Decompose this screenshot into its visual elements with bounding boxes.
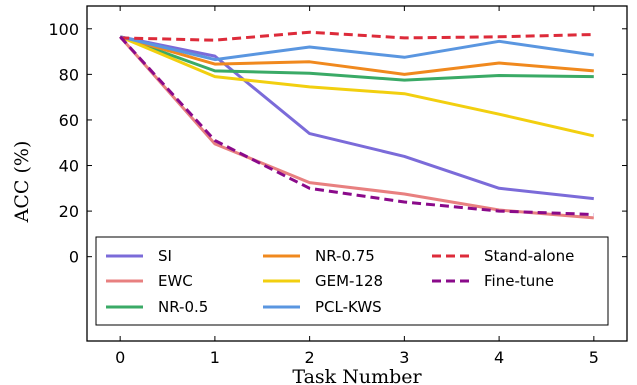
series-line-stand-alone (120, 30, 594, 42)
legend-label: SI (158, 247, 172, 265)
legend-label: NR-0.5 (158, 298, 208, 316)
x-tick-label: 4 (494, 348, 504, 367)
legend: SI EWC NR-0.5 NR-0.75 GEM-128 PCL-KWS Stand-al… (95, 236, 609, 326)
series-line-si (119, 35, 594, 201)
y-tick-label: 0 (69, 248, 79, 267)
legend-label: Stand-alone (484, 247, 574, 265)
x-tick-label: 3 (399, 348, 409, 367)
x-tick-label: 2 (305, 348, 315, 367)
x-tick-label: 1 (210, 348, 220, 367)
series-line-nr-0-75 (119, 35, 594, 76)
plot-frame (86, 5, 628, 342)
legend-box (95, 236, 609, 326)
y-axis-title: ACC (%) (11, 141, 33, 224)
series-line-pcl-kws (119, 35, 595, 62)
series-line-gem-128 (119, 35, 595, 138)
legend-label: GEM-128 (315, 272, 383, 290)
series-layer (119, 30, 595, 220)
legend-label: EWC (158, 272, 193, 290)
x-axis-title: Task Number (292, 366, 422, 385)
y-tick-label: 100 (48, 20, 79, 39)
y-tick-label: 60 (59, 111, 79, 130)
y-tick-label: 80 (59, 65, 79, 84)
series-line-fine-tune (119, 35, 594, 216)
y-tick-label: 40 (59, 157, 79, 176)
legend-label: Fine-tune (484, 272, 554, 290)
legend-label: NR-0.75 (315, 247, 375, 265)
x-tick-label: 5 (589, 348, 599, 367)
legend-label: PCL-KWS (315, 298, 382, 316)
series-line-nr-0-5 (119, 35, 594, 82)
axes: 0 1 2 3 4 5 0 20 40 60 80 100 (48, 6, 627, 367)
y-tick-label: 20 (59, 202, 79, 221)
x-tick-label: 0 (115, 348, 125, 367)
